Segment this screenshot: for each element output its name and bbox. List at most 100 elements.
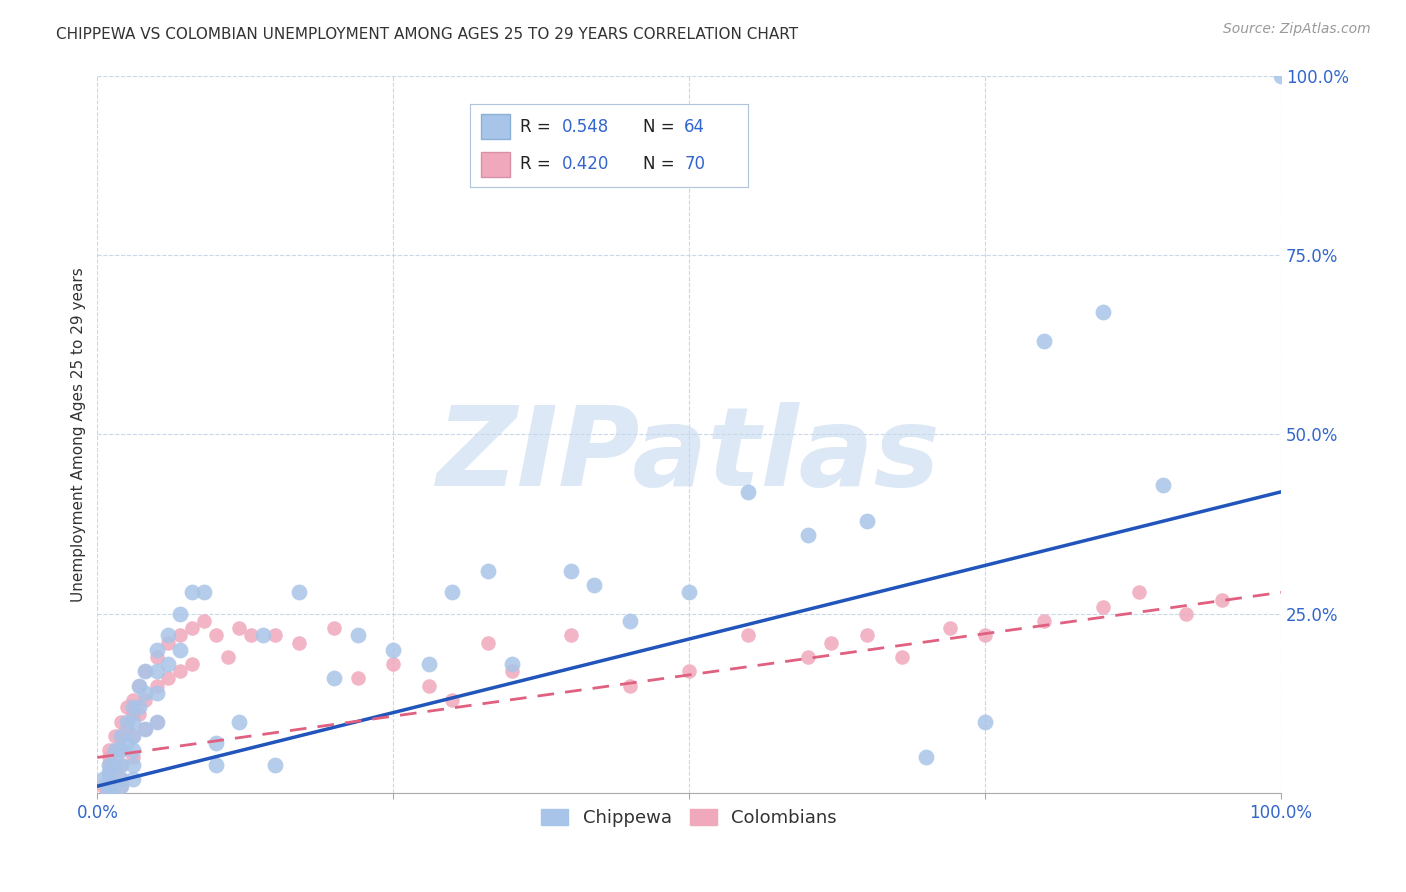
Point [501, 665, 523, 679]
Point [287, 635, 309, 649]
Point [110, 757, 132, 772]
Point [115, 700, 138, 714]
Point [678, 585, 700, 599]
Point [104, 743, 127, 757]
Point [110, 743, 132, 757]
Point [121, 693, 143, 707]
Point [98, 750, 121, 764]
Point [94, 779, 117, 793]
Point [169, 607, 191, 621]
Point [98, 785, 121, 799]
Point [1092, 305, 1115, 319]
Point [678, 665, 700, 679]
Point [115, 714, 138, 729]
Point [477, 635, 499, 649]
Point [737, 484, 759, 499]
Point [855, 514, 877, 528]
Point [287, 585, 309, 599]
Point [204, 736, 226, 750]
Point [1033, 334, 1056, 348]
Point [121, 757, 143, 772]
Point [1175, 607, 1198, 621]
Point [418, 679, 440, 693]
Point [104, 743, 127, 757]
Point [134, 693, 156, 707]
Point [110, 729, 132, 743]
Point [938, 621, 960, 635]
Point [145, 714, 167, 729]
Point [115, 736, 138, 750]
Point [1033, 614, 1056, 628]
Point [252, 628, 274, 642]
Point [619, 679, 641, 693]
Point [323, 621, 346, 635]
Point [181, 621, 204, 635]
Point [1128, 585, 1150, 599]
Point [619, 614, 641, 628]
Point [855, 628, 877, 642]
Point [228, 714, 250, 729]
Point [96, 782, 118, 797]
Point [974, 714, 997, 729]
Point [346, 672, 368, 686]
Point [382, 657, 405, 672]
Point [134, 722, 156, 736]
Point [110, 772, 132, 786]
Point [169, 628, 191, 642]
Point [98, 782, 121, 797]
Point [134, 665, 156, 679]
Point [323, 672, 346, 686]
Point [91, 779, 114, 793]
Point [193, 585, 215, 599]
Point [204, 628, 226, 642]
Point [98, 757, 121, 772]
Point [104, 757, 127, 772]
Point [204, 757, 226, 772]
Point [796, 650, 818, 665]
Point [104, 729, 127, 743]
Text: CHIPPEWA VS COLOMBIAN UNEMPLOYMENT AMONG AGES 25 TO 29 YEARS CORRELATION CHART: CHIPPEWA VS COLOMBIAN UNEMPLOYMENT AMONG… [56, 27, 799, 42]
Point [110, 779, 132, 793]
Point [128, 679, 150, 693]
Point [1152, 477, 1174, 491]
Point [169, 642, 191, 657]
Point [98, 764, 121, 779]
Point [145, 665, 167, 679]
Point [169, 665, 191, 679]
Point [121, 772, 143, 786]
Point [382, 642, 405, 657]
Point [98, 757, 121, 772]
Text: ZIPatlas: ZIPatlas [437, 402, 941, 509]
Point [96, 779, 118, 793]
Point [501, 657, 523, 672]
Point [110, 743, 132, 757]
Point [121, 743, 143, 757]
Point [240, 628, 263, 642]
Point [98, 782, 121, 797]
Point [974, 628, 997, 642]
Point [98, 772, 121, 786]
Point [477, 564, 499, 578]
Point [121, 714, 143, 729]
Point [583, 578, 606, 592]
Point [181, 657, 204, 672]
Point [98, 743, 121, 757]
Point [346, 628, 368, 642]
Point [110, 779, 132, 793]
Point [157, 635, 180, 649]
Point [796, 528, 818, 542]
Point [915, 750, 938, 764]
Point [157, 657, 180, 672]
Point [134, 722, 156, 736]
Y-axis label: Unemployment Among Ages 25 to 29 years: Unemployment Among Ages 25 to 29 years [72, 267, 86, 602]
Point [145, 642, 167, 657]
Point [128, 679, 150, 693]
Point [134, 686, 156, 700]
Point [121, 729, 143, 743]
Point [128, 707, 150, 722]
Point [891, 650, 914, 665]
Point [98, 779, 121, 793]
Point [121, 750, 143, 764]
Point [91, 772, 114, 786]
Point [104, 757, 127, 772]
